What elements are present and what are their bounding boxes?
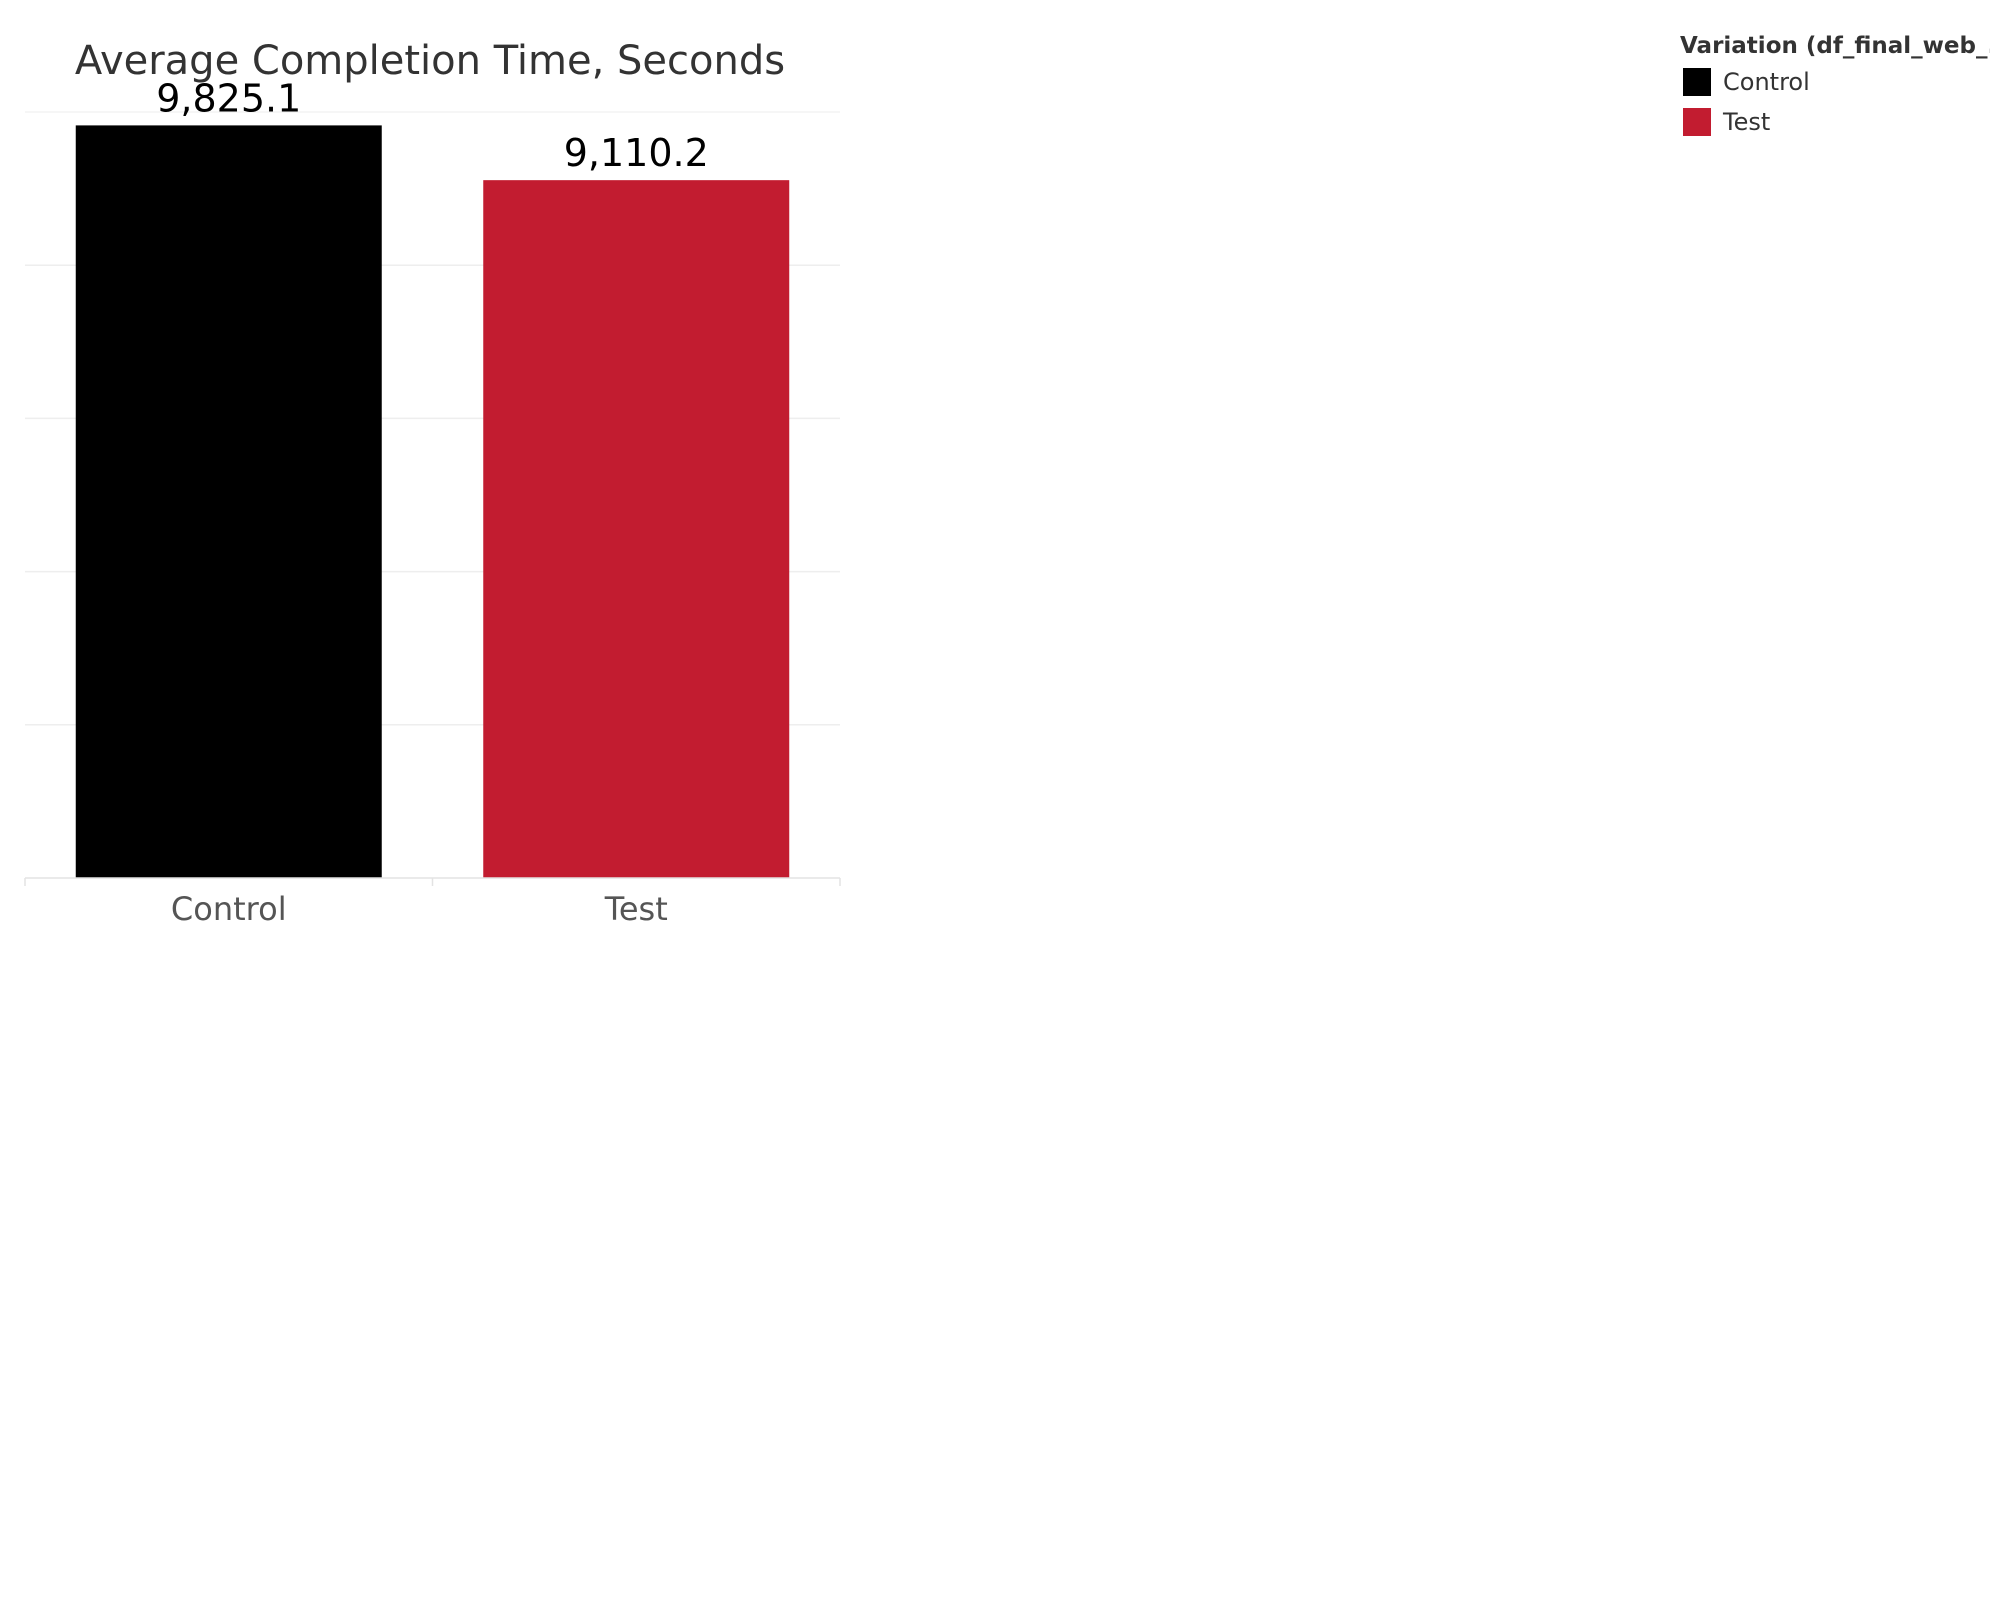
legend-label-test: Test xyxy=(1723,108,1771,136)
legend-item-control[interactable]: Control xyxy=(1680,62,1990,102)
chart-title: Average Completion Time, Seconds xyxy=(74,38,786,84)
data-label-test: 9,110.2 xyxy=(564,131,709,175)
legend-swatch-test xyxy=(1683,108,1711,136)
bar-chart: 9,825.1 Control 9,110.2 Test xyxy=(24,76,841,928)
x-tick-label-test: Test xyxy=(604,890,668,928)
legend-label-control: Control xyxy=(1723,68,1810,96)
x-tick-label-control: Control xyxy=(171,890,287,928)
legend-swatch-control xyxy=(1683,68,1711,96)
legend-title: Variation (df_final_web_.. xyxy=(1680,33,1990,59)
bar-test xyxy=(483,180,790,878)
bar-control xyxy=(75,125,382,878)
legend: Variation (df_final_web_.. Control Test xyxy=(1680,30,1990,142)
data-label-control: 9,825.1 xyxy=(156,76,301,120)
legend-item-test[interactable]: Test xyxy=(1680,102,1990,142)
